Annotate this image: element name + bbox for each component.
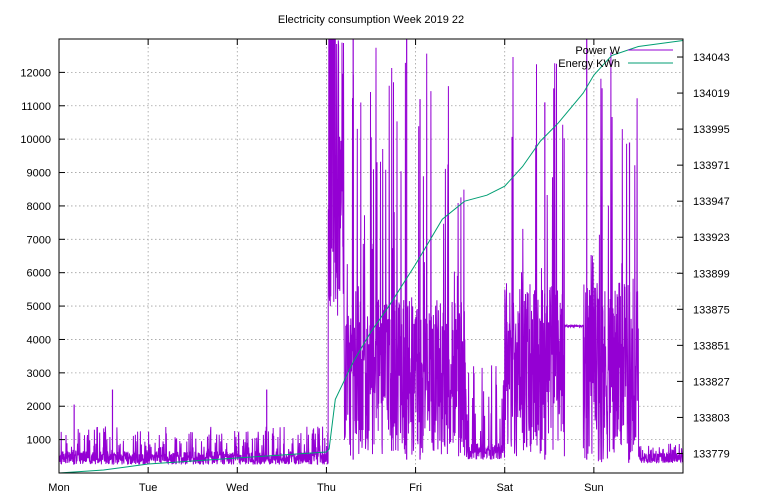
y-tick-label: 9000 [27, 168, 51, 180]
y2-tick-label: 133851 [693, 340, 730, 352]
power-series-layer [58, 38, 684, 466]
energy-series-line [58, 40, 684, 474]
y-tick-label: 6000 [27, 268, 51, 280]
y-tick-label: 10000 [20, 134, 51, 146]
y-tick-label: 2000 [27, 401, 51, 413]
x-tick-label: Tue [139, 482, 158, 494]
x-tick-label: Wed [226, 482, 248, 494]
y-tick-label: 4000 [27, 334, 51, 346]
y-tick-label: 7000 [27, 234, 51, 246]
y2-tick-label: 133947 [693, 196, 730, 208]
y2-tick-label: 133899 [693, 268, 730, 280]
y2-tick-label: 133779 [693, 448, 730, 460]
x-tick-label: Fri [409, 482, 422, 494]
plot-frame [58, 38, 684, 474]
axis-ticks: Mon Tue Wed Thu Fri Sat Sun 1000 2000 3000 4000 500… [20, 39, 730, 494]
x-tick-label: Sun [584, 482, 604, 494]
y2-tick-label: 133827 [693, 376, 730, 388]
y-tick-label: 5000 [27, 301, 51, 313]
y2-tick-label: 133995 [693, 124, 730, 136]
y-tick-label: 1000 [27, 435, 51, 447]
power-series-line [58, 38, 684, 466]
y2-tick-label: 133971 [693, 160, 730, 172]
y-tick-label: 12000 [20, 67, 51, 79]
x-tick-label: Mon [48, 482, 69, 494]
energy-series-layer [58, 40, 684, 474]
y2-tick-label: 133875 [693, 304, 730, 316]
x-tick-label: Sat [496, 482, 513, 494]
y2-tick-label: 133803 [693, 412, 730, 424]
legend: Power W Energy KWh [558, 45, 673, 70]
y2-tick-label: 134043 [693, 52, 730, 64]
chart-title: Electricity consumption Week 2019 22 [278, 14, 464, 26]
y2-tick-label: 133923 [693, 232, 730, 244]
x-tick-label: Thu [317, 482, 336, 494]
y-tick-label: 8000 [27, 201, 51, 213]
legend-label-energy: Energy KWh [558, 58, 620, 70]
y-tick-label: 3000 [27, 368, 51, 380]
y2-tick-label: 134019 [693, 88, 730, 100]
legend-label-power: Power W [575, 45, 620, 57]
y-tick-label: 11000 [21, 101, 51, 113]
